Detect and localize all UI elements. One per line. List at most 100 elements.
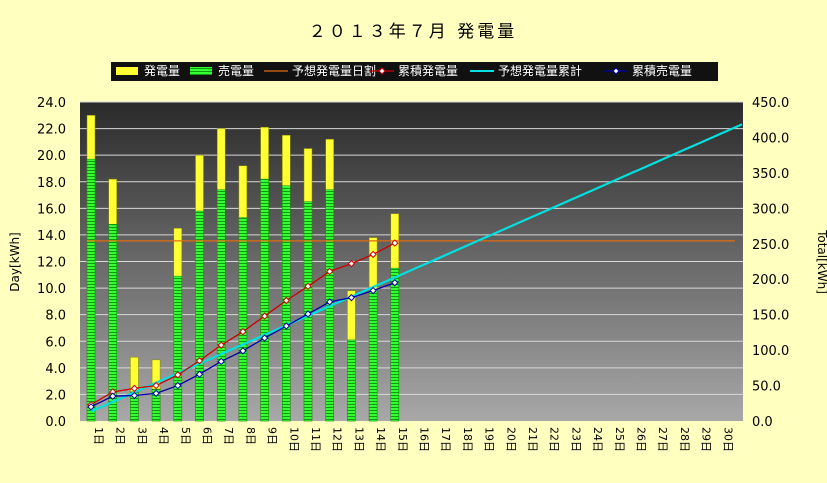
y-tick-label: 10.0 [37,282,66,297]
bar-sold [347,339,356,422]
y2-tick-label: 400.0 [752,131,789,146]
y2-tick-label: 100.0 [752,344,789,359]
bar-sold [86,158,96,422]
y2-tick-label: 50.0 [752,380,781,395]
legend-swatch [190,67,212,75]
legend: 発電量 売電量 予想発電量日割 累積発電量 予想発電量累計 累積売電量 [111,62,718,81]
marker-point [108,392,117,400]
x-tick-label: 3日 [135,427,148,445]
x-tick-label: 9日 [266,427,279,445]
marker-point [282,296,291,305]
x-tick-label: 24日 [591,427,604,452]
x-tick-label: 18日 [461,427,474,452]
marker-point [217,341,225,349]
x-tick-label: 14日 [374,427,387,452]
legend-label: 発電量 [144,64,180,78]
bar-sold [195,210,204,422]
legend-label: 予想発電量累計 [498,63,582,78]
legend-label: 累積発電量 [398,63,458,78]
marker-point [152,381,160,390]
x-tick-label: 4日 [157,427,170,445]
x-tick-label: 1日 [92,427,105,445]
x-tick-label: 8日 [244,427,257,445]
marker-point [130,391,139,400]
gridlines [80,101,743,395]
x-tick-label: 21日 [526,427,539,452]
marker-point [195,370,204,378]
x-tick-label: 25日 [613,427,626,452]
marker-point [260,334,269,342]
marker-point [282,322,291,330]
marker-point [260,312,269,320]
legend-marker [378,67,386,75]
marker-point [391,279,399,287]
y2-tick-label: 0.0 [752,415,773,430]
x-tick-label: 7日 [222,427,235,445]
y-tick-label: 0.0 [45,415,66,430]
marker-point [152,389,160,398]
marker-point [130,384,139,393]
marker-point [174,371,182,379]
y-tick-label: 18.0 [37,176,66,191]
bars [86,115,400,422]
marker-point [347,259,356,268]
x-tick-label: 26日 [635,427,648,452]
x-tick-label: 2日 [114,427,127,445]
bar-sold [260,178,269,422]
y2-tick-label: 250.0 [752,238,789,253]
marker-point [391,239,399,247]
y2-tick-label: 450.0 [752,96,789,111]
bar-sold [238,217,248,422]
x-tick-label: 22日 [548,427,561,452]
bar-sold [390,267,400,422]
legend-label: 売電量 [218,63,254,78]
y-axis-label: Day[kWh] [8,232,22,291]
lines [87,123,743,413]
y-tick-label: 6.0 [45,335,66,350]
marker-point [304,282,312,291]
y2-tick-label: 350.0 [752,167,789,182]
marker-point [239,347,247,355]
marker-point [217,357,225,366]
legend-label: 累積売電量 [632,63,692,78]
x-tick-label: 17日 [439,427,452,452]
x-tick-label: 19日 [483,427,496,452]
bar-sold [368,290,378,422]
legend-marker [612,67,620,75]
y-tick-label: 16.0 [37,202,66,217]
x-tick-label: 12日 [331,427,344,452]
x-tick-label: 11日 [309,427,322,452]
legend-label: 予想発電量日割 [292,63,376,78]
y2-tick-label: 200.0 [752,273,789,288]
marker-point [174,381,182,390]
marker-point [347,293,356,302]
marker-point [325,298,334,306]
y-tick-label: 4.0 [45,362,66,377]
marker-point [195,357,204,365]
y2-tick-label: 300.0 [752,202,789,217]
x-tick-label: 5日 [179,427,192,445]
y-tick-label: 2.0 [45,388,66,403]
marker-point [369,250,377,259]
y-tick-label: 8.0 [45,309,66,324]
y-tick-label: 14.0 [37,229,66,244]
x-tick-label: 29日 [700,427,713,452]
bar-sold [216,189,226,422]
marker-point [369,286,377,295]
x-tick-label: 13日 [352,427,365,452]
legend-swatch [116,67,138,75]
marker-point [239,327,247,336]
y2-tick-label: 150.0 [752,309,789,324]
x-tick-label: 10日 [287,427,300,452]
marker-point [304,310,312,318]
x-tick-label: 20日 [504,427,517,452]
y-tick-label: 22.0 [37,123,66,138]
x-tick-label: 30日 [721,427,734,452]
chart-title: ２０１３年７月 発電量 [309,22,517,42]
marker-point [87,403,95,411]
x-tick-label: 16日 [418,427,431,452]
marker-point [325,267,334,276]
y-tick-label: 20.0 [37,149,66,164]
x-tick-label: 27日 [656,427,669,452]
x-tick-label: 15日 [396,427,409,452]
